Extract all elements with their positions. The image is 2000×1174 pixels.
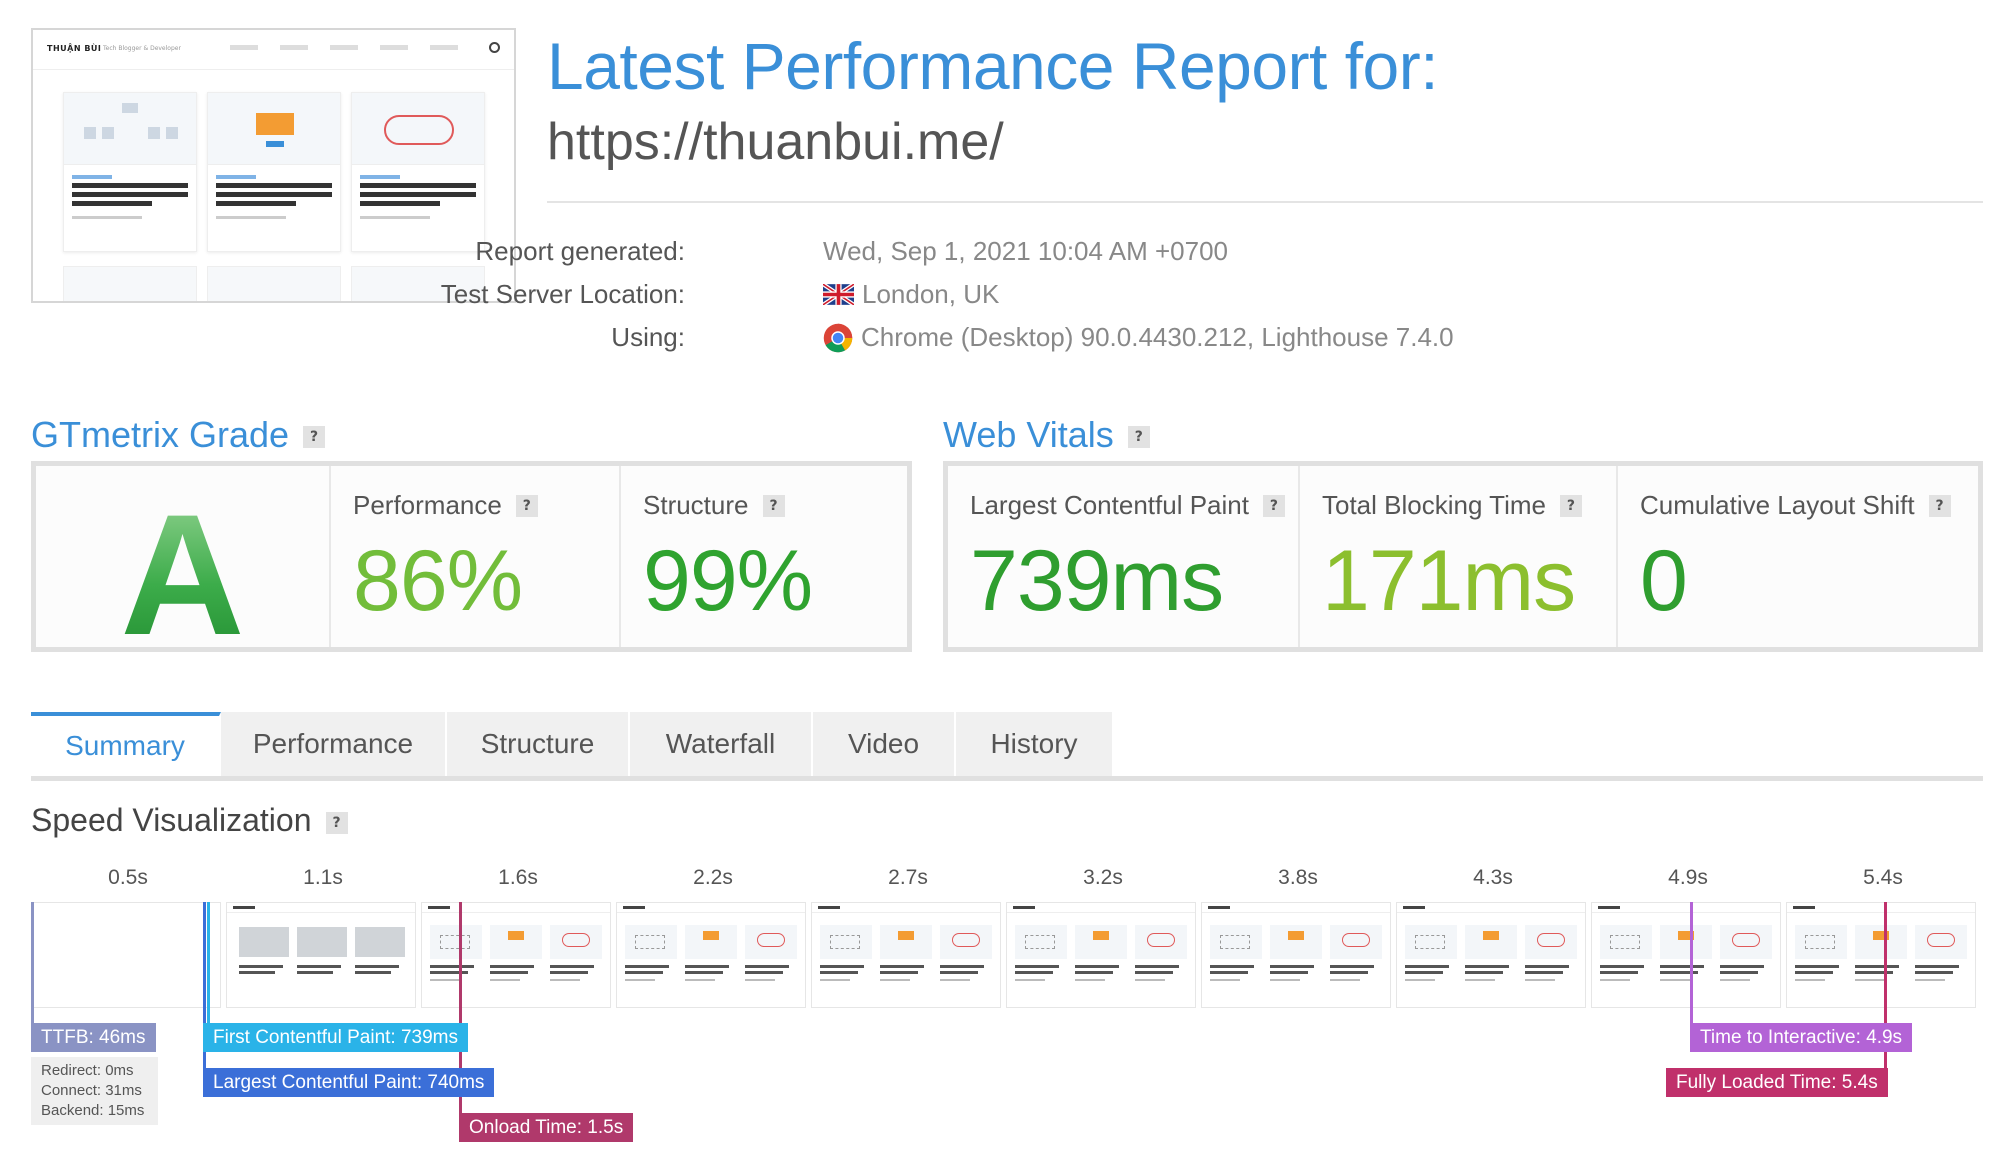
lcp-cell: Largest Contentful Paint? 739ms <box>948 466 1300 647</box>
help-icon[interactable]: ? <box>1928 494 1951 517</box>
tabs-divider <box>31 776 1983 781</box>
report-meta: Report generated: Wed, Sep 1, 2021 10:04… <box>441 232 1454 361</box>
connect-time: Connect: 31ms <box>41 1082 142 1099</box>
lcp-value: 739ms <box>970 533 1224 629</box>
meta-row-server-location: Test Server Location: London, UK <box>441 275 1447 318</box>
help-icon[interactable]: ? <box>303 426 326 449</box>
filmstrip-frame[interactable] <box>1201 902 1391 1008</box>
report-tabs: Summary Performance Structure Waterfall … <box>31 712 1114 776</box>
uk-flag-icon <box>823 284 854 305</box>
meta-key: Test Server Location: <box>440 279 685 309</box>
lcp-label: Largest Contentful Paint <box>970 490 1249 520</box>
ttfb-breakdown: Redirect: 0ms Connect: 31ms Backend: 15m… <box>31 1057 158 1125</box>
filmstrip-tick: 2.7s <box>888 866 928 889</box>
filmstrip-tick: 3.2s <box>1083 866 1123 889</box>
filmstrip-tick: 1.6s <box>498 866 538 889</box>
tab-performance[interactable]: Performance <box>221 712 447 776</box>
report-url[interactable]: https://thuanbui.me/ <box>547 113 1004 171</box>
filmstrip-tick: 3.8s <box>1278 866 1318 889</box>
thumbnail-header: THUẬN BÙI Tech Blogger & Developer <box>33 30 514 70</box>
meta-value: Wed, Sep 1, 2021 10:04 AM +0700 <box>823 236 1228 266</box>
report-title: Latest Performance Report for: <box>547 29 1439 103</box>
tab-structure[interactable]: Structure <box>447 712 630 776</box>
help-icon[interactable]: ? <box>762 494 785 517</box>
meta-row-report-generated: Report generated: Wed, Sep 1, 2021 10:04… <box>475 232 1447 275</box>
meta-key: Report generated: <box>475 236 685 266</box>
filmstrip-frame[interactable] <box>1591 902 1781 1008</box>
filmstrip-frame[interactable] <box>226 902 416 1008</box>
lcp-marker-line <box>203 902 206 1085</box>
thumbnail-site-name: THUẬN BÙI <box>47 44 102 53</box>
filmstrip-frame[interactable] <box>1786 902 1976 1008</box>
redirect-time: Redirect: 0ms <box>41 1062 134 1079</box>
help-icon[interactable]: ? <box>325 811 348 834</box>
help-icon[interactable]: ? <box>515 494 538 517</box>
tab-history[interactable]: History <box>956 712 1114 776</box>
filmstrip-frame[interactable] <box>421 902 611 1008</box>
help-icon[interactable]: ? <box>1127 426 1150 449</box>
site-screenshot-thumbnail[interactable]: THUẬN BÙI Tech Blogger & Developer <box>31 28 516 303</box>
filmstrip-frame[interactable] <box>1006 902 1196 1008</box>
help-icon[interactable]: ? <box>1262 494 1285 517</box>
thumbnail-tagline: Tech Blogger & Developer <box>103 45 181 52</box>
gtmetrix-grade-heading: GTmetrix Grade? <box>31 414 326 456</box>
search-icon <box>489 42 500 53</box>
filmstrip-frame[interactable] <box>616 902 806 1008</box>
fcp-marker-line <box>207 902 210 1026</box>
meta-row-using: Using: Chrome (Desktop) 90.0.4430.212, L… <box>547 318 1453 361</box>
grade-letter: A <box>36 476 329 674</box>
tab-video[interactable]: Video <box>813 712 956 776</box>
fully-loaded-label[interactable]: Fully Loaded Time: 5.4s <box>1666 1068 1888 1097</box>
filmstrip-tick: 4.3s <box>1473 866 1513 889</box>
backend-time: Backend: 15ms <box>41 1102 145 1119</box>
lcp-marker-label[interactable]: Largest Contentful Paint: 740ms <box>203 1068 495 1097</box>
performance-label: Performance <box>353 490 502 520</box>
cls-value: 0 <box>1640 533 1688 629</box>
performance-score: 86% <box>353 533 523 629</box>
tbt-label: Total Blocking Time <box>1322 490 1546 520</box>
web-vitals-panel: Largest Contentful Paint? 739ms Total Bl… <box>943 461 1983 652</box>
structure-label: Structure <box>643 490 749 520</box>
onload-label[interactable]: Onload Time: 1.5s <box>459 1113 634 1142</box>
fully-loaded-marker-line <box>1884 902 1887 1070</box>
gtmetrix-grade-panel: A Performance? 86% Structure? 99% <box>31 461 912 671</box>
help-icon[interactable]: ? <box>1559 494 1582 517</box>
cls-label: Cumulative Layout Shift <box>1640 490 1915 520</box>
thumbnail-card <box>207 92 341 252</box>
filmstrip-frame[interactable] <box>31 902 221 1008</box>
ttfb-marker-line <box>31 902 34 1026</box>
filmstrip-tick: 2.2s <box>693 866 733 889</box>
tti-marker-line <box>1690 902 1693 1026</box>
cls-cell: Cumulative Layout Shift? 0 <box>1618 466 1978 647</box>
thumbnail-nav <box>230 45 458 50</box>
structure-cell: Structure? 99% <box>621 466 907 647</box>
filmstrip-tick: 1.1s <box>303 866 343 889</box>
structure-score: 99% <box>643 533 813 629</box>
meta-value: London, UK <box>862 279 1000 309</box>
tti-label[interactable]: Time to Interactive: 4.9s <box>1690 1023 1913 1052</box>
thumbnail-card <box>351 92 485 252</box>
grade-cell: A <box>36 466 331 671</box>
tab-waterfall[interactable]: Waterfall <box>630 712 813 776</box>
tbt-value: 171ms <box>1322 533 1576 629</box>
meta-key: Using: <box>611 322 685 352</box>
tbt-cell: Total Blocking Time? 171ms <box>1300 466 1618 647</box>
performance-cell: Performance? 86% <box>331 466 621 647</box>
filmstrip-frame[interactable] <box>1396 902 1586 1008</box>
onload-marker-line <box>459 902 462 1130</box>
chrome-icon <box>823 323 853 352</box>
header-divider <box>547 201 1983 203</box>
filmstrip-tick: 0.5s <box>108 866 148 889</box>
speed-visualization-heading: Speed Visualization? <box>31 802 348 839</box>
filmstrip-tick: 4.9s <box>1668 866 1708 889</box>
ttfb-label[interactable]: TTFB: 46ms <box>31 1023 156 1052</box>
fcp-label[interactable]: First Contentful Paint: 739ms <box>203 1023 468 1052</box>
tab-summary[interactable]: Summary <box>31 712 221 776</box>
filmstrip-frame[interactable] <box>811 902 1001 1008</box>
filmstrip-tick: 5.4s <box>1863 866 1903 889</box>
web-vitals-heading: Web Vitals? <box>943 414 1150 456</box>
meta-value: Chrome (Desktop) 90.0.4430.212, Lighthou… <box>861 322 1454 352</box>
thumbnail-card <box>63 92 197 252</box>
